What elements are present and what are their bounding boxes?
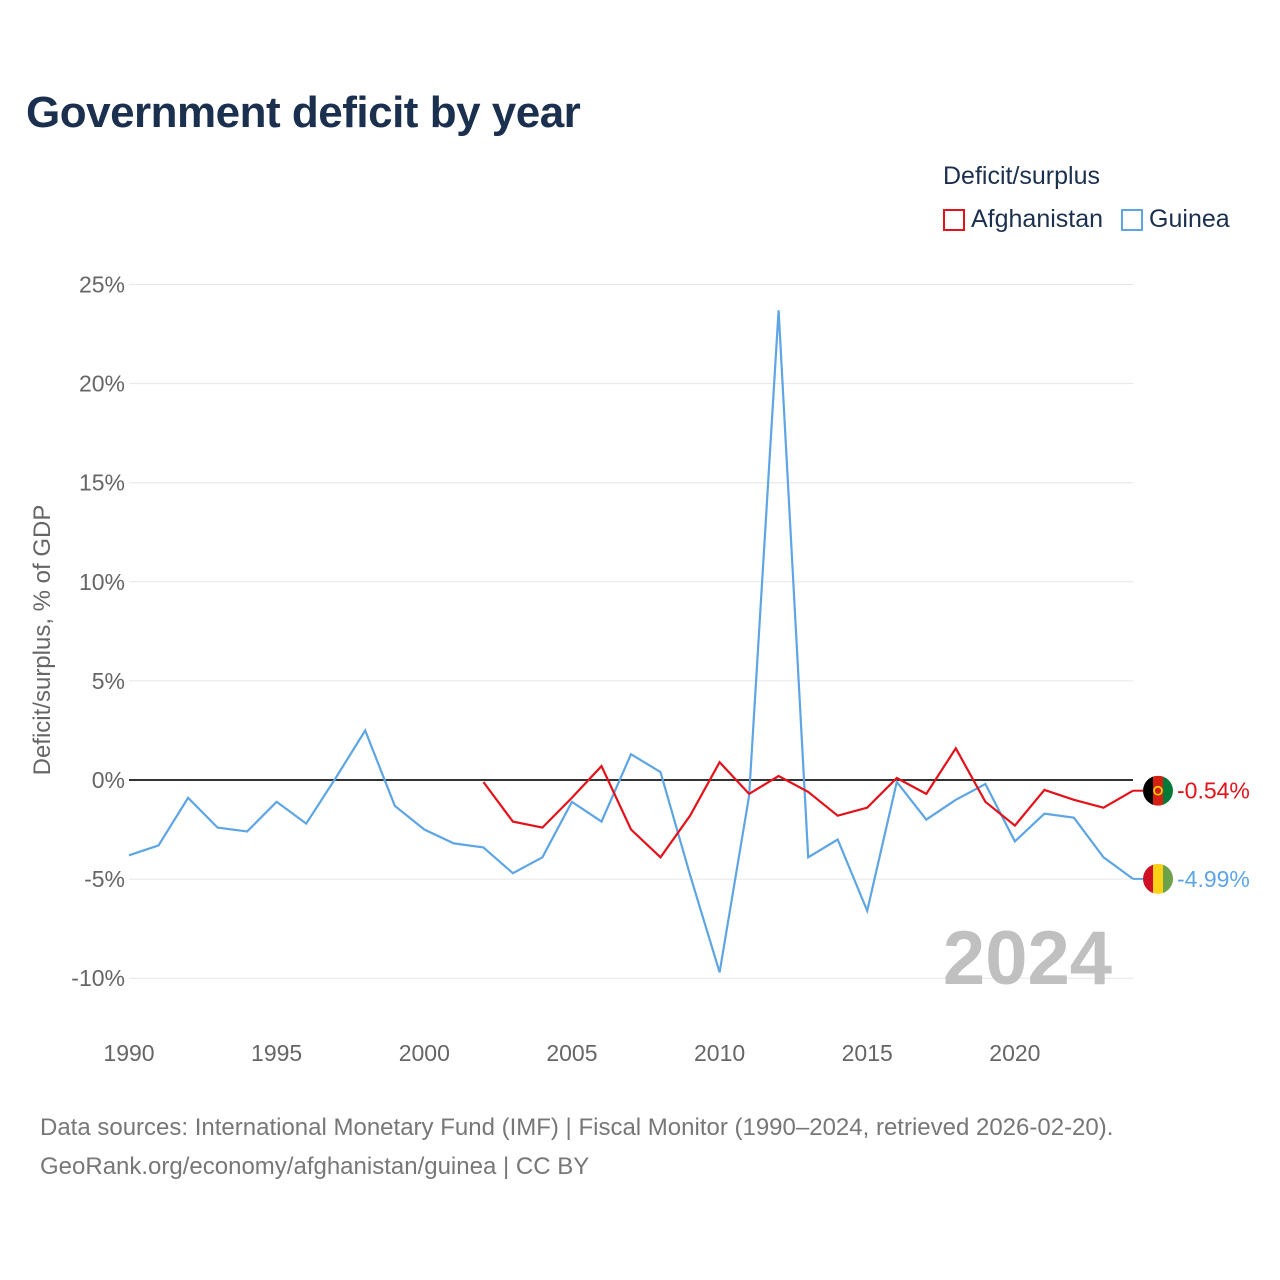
legend-item-afghanistan[interactable]: Afghanistan <box>943 205 1103 234</box>
data-sources-text: Data sources: International Monetary Fun… <box>40 1114 1114 1141</box>
y-tick-label: -5% <box>84 866 125 892</box>
legend-swatch-guinea <box>1121 208 1144 231</box>
y-tick-label: 25% <box>79 272 125 298</box>
legend-title: Deficit/surplus <box>943 162 1100 190</box>
series-lines <box>128 310 1143 973</box>
y-tick-label: -10% <box>71 965 125 991</box>
attribution-text: GeoRank.org/economy/afghanistan/guinea |… <box>40 1153 590 1180</box>
y-axis-ticks: 25% 20% 15% 10% 5% 0% -5% -10% <box>71 272 125 992</box>
x-tick-label: 1995 <box>251 1040 302 1066</box>
x-axis-ticks: 1990 1995 2000 2005 2010 2015 2020 <box>103 1040 1040 1066</box>
y-axis-label: Deficit/surplus, % of GDP <box>29 505 56 776</box>
end-markers: -0.54% -4.99% <box>1143 775 1250 894</box>
x-tick-label: 2015 <box>842 1040 893 1066</box>
legend: Afghanistan Guinea <box>943 205 1230 234</box>
y-tick-label: 15% <box>79 470 125 496</box>
line-chart: 25% 20% 15% 10% 5% 0% -5% -10% 1990 1995 2000 2005… <box>29 272 1250 1067</box>
year-watermark: 2024 <box>943 916 1112 1001</box>
footer: Data sources: International Monetary Fun… <box>40 1108 1113 1186</box>
x-tick-label: 1990 <box>103 1040 154 1066</box>
series-line-afghanistan[interactable] <box>482 746 1134 859</box>
legend-label-guinea: Guinea <box>1149 205 1230 233</box>
legend-label-afghanistan: Afghanistan <box>971 205 1104 233</box>
chart-title: Government deficit by year <box>26 88 581 137</box>
guinea-end-label: -4.99% <box>1177 866 1250 892</box>
y-tick-label: 20% <box>79 371 125 397</box>
guinea-flag-icon <box>1143 863 1173 894</box>
series-line-guinea[interactable] <box>128 310 1134 973</box>
legend-item-guinea[interactable]: Guinea <box>1121 205 1230 234</box>
x-tick-label: 2010 <box>694 1040 745 1066</box>
legend-swatch-afghanistan <box>943 208 965 231</box>
x-tick-label: 2000 <box>399 1040 450 1066</box>
x-tick-label: 2020 <box>989 1040 1040 1066</box>
y-tick-label: 10% <box>79 569 125 595</box>
afghanistan-flag-icon <box>1143 775 1173 806</box>
gridlines <box>129 284 1133 979</box>
y-tick-label: 0% <box>92 767 125 793</box>
x-tick-label: 2005 <box>546 1040 597 1066</box>
y-tick-label: 5% <box>92 668 125 694</box>
afghanistan-end-label: -0.54% <box>1177 778 1250 804</box>
